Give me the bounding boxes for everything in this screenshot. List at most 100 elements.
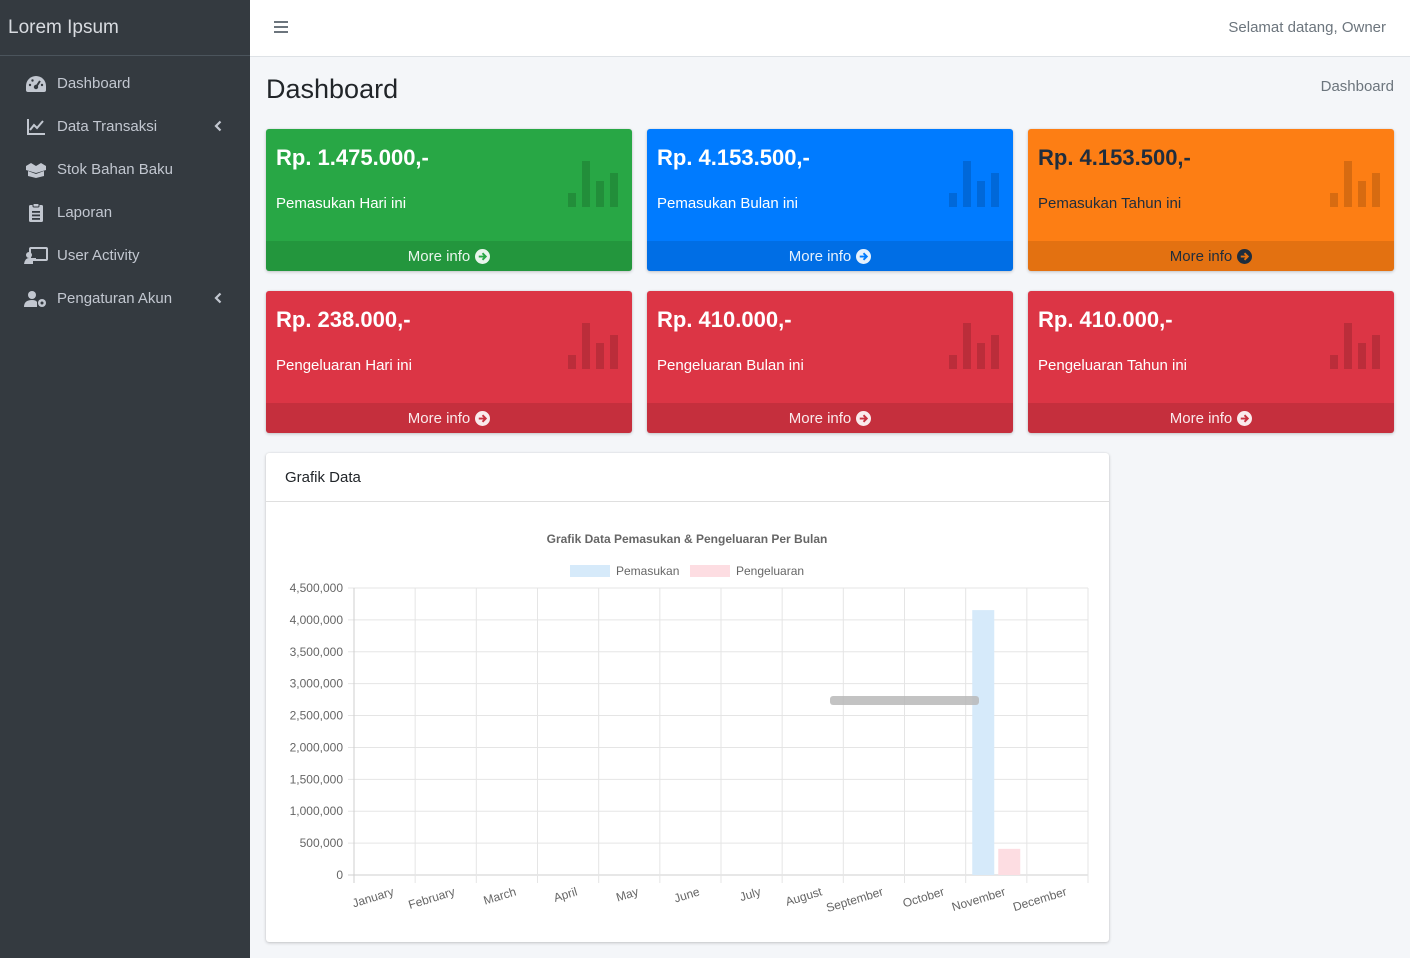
- sidebar-item-label: User Activity: [57, 247, 140, 264]
- stat-amount: Rp. 238.000,-: [276, 307, 411, 332]
- x-tick-label: January: [351, 884, 396, 910]
- bar-chart-icon: [1330, 323, 1380, 374]
- sidebar-item-label: Dashboard: [57, 75, 131, 92]
- arrow-circle-right-icon: [1237, 248, 1253, 264]
- y-tick-label: 1,500,000: [290, 772, 344, 786]
- x-tick-label: December: [1011, 884, 1068, 914]
- sidebar-item-stok-bahan-baku[interactable]: Stok Bahan Baku: [8, 150, 242, 189]
- more-info-link[interactable]: More info: [266, 241, 632, 271]
- stat-label: Pemasukan Bulan ini: [657, 195, 798, 212]
- hamburger-menu-icon[interactable]: [274, 20, 288, 39]
- chart-grid: [348, 587, 1089, 883]
- user-cog-icon: [24, 289, 48, 309]
- stat-amount: Rp. 410.000,-: [657, 307, 792, 332]
- y-tick-label: 4,000,000: [290, 613, 344, 627]
- more-info-label: More info: [407, 247, 471, 265]
- sidebar-item-data-transaksi[interactable]: Data Transaksi: [8, 107, 242, 146]
- bar-pengeluaran-november[interactable]: [998, 848, 1021, 875]
- sidebar-item-label: Stok Bahan Baku: [57, 161, 173, 178]
- sidebar-item-laporan[interactable]: Laporan: [8, 193, 242, 232]
- page-title: Dashboard: [266, 74, 399, 104]
- chart-line-icon: [24, 117, 48, 137]
- sidebar-item-label: Pengaturan Akun: [57, 290, 173, 307]
- stat-label: Pemasukan Tahun ini: [1038, 195, 1182, 212]
- chart-tooltip-blur: [830, 696, 979, 705]
- chart-title: Grafik Data Pemasukan & Pengeluaran Per …: [547, 532, 828, 546]
- chart-bars: [972, 610, 1021, 875]
- more-info-link[interactable]: More info: [266, 403, 632, 433]
- stat-amount: Rp. 4.153.500,-: [657, 145, 810, 170]
- arrow-circle-right-icon: [1237, 410, 1253, 426]
- y-tick-label: 3,000,000: [290, 677, 344, 691]
- brand-link[interactable]: Lorem Ipsum: [0, 0, 250, 56]
- x-tick-label: May: [614, 884, 640, 904]
- legend-swatch[interactable]: [570, 565, 610, 577]
- welcome-text: Selamat datang, Owner: [1228, 19, 1386, 36]
- tachometer-icon: [24, 74, 48, 94]
- more-info-link[interactable]: More info: [1028, 403, 1394, 433]
- sidebar-item-pengaturan-akun[interactable]: Pengaturan Akun: [8, 279, 242, 318]
- stat-label: Pengeluaran Tahun ini: [1038, 357, 1188, 374]
- sidebar-item-user-activity[interactable]: User Activity: [8, 236, 242, 275]
- chalkboard-teacher-icon: [24, 246, 48, 266]
- stat-box-pemasukan-bulan: Rp. 4.153.500,- Pemasukan Bulan ini More…: [647, 129, 1013, 271]
- stat-box-pengeluaran-tahun: Rp. 410.000,- Pengeluaran Tahun ini More…: [1028, 291, 1394, 433]
- y-axis: 4,500,000 4,000,000 3,500,000 3,000,000 2,50…: [290, 581, 344, 882]
- chart-card: Grafik Data Grafik Data Pemasukan & Peng…: [266, 453, 1109, 942]
- x-tick-label: April: [552, 884, 579, 904]
- legend-label[interactable]: Pemasukan: [616, 564, 679, 578]
- y-tick-label: 2,000,000: [290, 740, 344, 754]
- stat-amount: Rp. 4.153.500,-: [1038, 145, 1191, 170]
- stat-box-pemasukan-hari: Rp. 1.475.000,- Pemasukan Hari ini More …: [266, 129, 632, 271]
- bar-chart-icon: [1330, 161, 1380, 212]
- x-tick-label: February: [407, 884, 457, 911]
- boxes-icon: [24, 160, 48, 180]
- x-tick-label: August: [784, 884, 824, 909]
- y-tick-label: 4,500,000: [290, 581, 344, 595]
- bar-chart: Grafik Data Pemasukan & Pengeluaran Per …: [290, 532, 1089, 915]
- arrow-circle-right-icon: [475, 410, 491, 426]
- more-info-link[interactable]: More info: [1028, 241, 1394, 271]
- x-axis: January February March April May June July Augu…: [351, 884, 1069, 915]
- chart-legend: Pemasukan Pengeluaran: [570, 564, 804, 578]
- y-tick-label: 0: [336, 868, 343, 882]
- more-info-link[interactable]: More info: [647, 403, 1013, 433]
- chevron-left-icon: [214, 119, 222, 136]
- y-tick-label: 500,000: [300, 836, 344, 850]
- more-info-label: More info: [788, 247, 852, 265]
- stat-label: Pengeluaran Bulan ini: [657, 357, 804, 374]
- stat-box-pengeluaran-hari: Rp. 238.000,- Pengeluaran Hari ini More …: [266, 291, 632, 433]
- y-tick-label: 3,500,000: [290, 645, 344, 659]
- arrow-circle-right-icon: [856, 410, 872, 426]
- legend-label[interactable]: Pengeluaran: [736, 564, 804, 578]
- x-tick-label: September: [825, 884, 885, 915]
- stat-amount: Rp. 1.475.000,-: [276, 145, 429, 170]
- more-info-link[interactable]: More info: [647, 241, 1013, 271]
- y-tick-label: 2,500,000: [290, 709, 344, 723]
- sidebar-item-label: Laporan: [57, 204, 113, 221]
- clipboard-list-icon: [24, 202, 48, 223]
- stat-box-pengeluaran-bulan: Rp. 410.000,- Pengeluaran Bulan ini More…: [647, 291, 1013, 433]
- stat-amount: Rp. 410.000,-: [1038, 307, 1173, 332]
- more-info-label: More info: [1169, 247, 1233, 265]
- bar-pemasukan-november[interactable]: [972, 610, 995, 875]
- more-info-label: More info: [407, 409, 471, 427]
- chevron-left-icon: [214, 291, 222, 308]
- stat-label: Pengeluaran Hari ini: [276, 357, 412, 374]
- y-tick-label: 1,000,000: [290, 804, 344, 818]
- bar-chart-icon: [949, 161, 999, 212]
- x-tick-label: July: [738, 884, 763, 904]
- card-title: Grafik Data: [266, 453, 1109, 502]
- stat-label: Pemasukan Hari ini: [276, 195, 407, 212]
- sidebar-item-dashboard[interactable]: Dashboard: [8, 64, 242, 103]
- top-navbar: Selamat datang, Owner: [250, 0, 1410, 57]
- x-tick-label: June: [672, 884, 701, 905]
- bar-chart-icon: [568, 161, 618, 212]
- sidebar: Lorem Ipsum Dashboard Data Transaksi Sto…: [0, 0, 250, 958]
- more-info-label: More info: [1169, 409, 1233, 427]
- sidebar-nav: Dashboard Data Transaksi Stok Bahan Baku…: [0, 56, 250, 318]
- breadcrumb: Dashboard: [1320, 78, 1394, 95]
- sidebar-item-label: Data Transaksi: [57, 118, 158, 135]
- bar-chart-icon: [568, 323, 618, 374]
- legend-swatch[interactable]: [690, 565, 730, 577]
